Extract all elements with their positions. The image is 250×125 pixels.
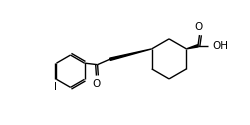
Text: I: I [54, 82, 57, 92]
Text: O: O [194, 22, 202, 32]
Text: O: O [92, 78, 100, 88]
Polygon shape [109, 49, 151, 60]
Text: OH: OH [212, 41, 228, 51]
Polygon shape [186, 45, 198, 49]
